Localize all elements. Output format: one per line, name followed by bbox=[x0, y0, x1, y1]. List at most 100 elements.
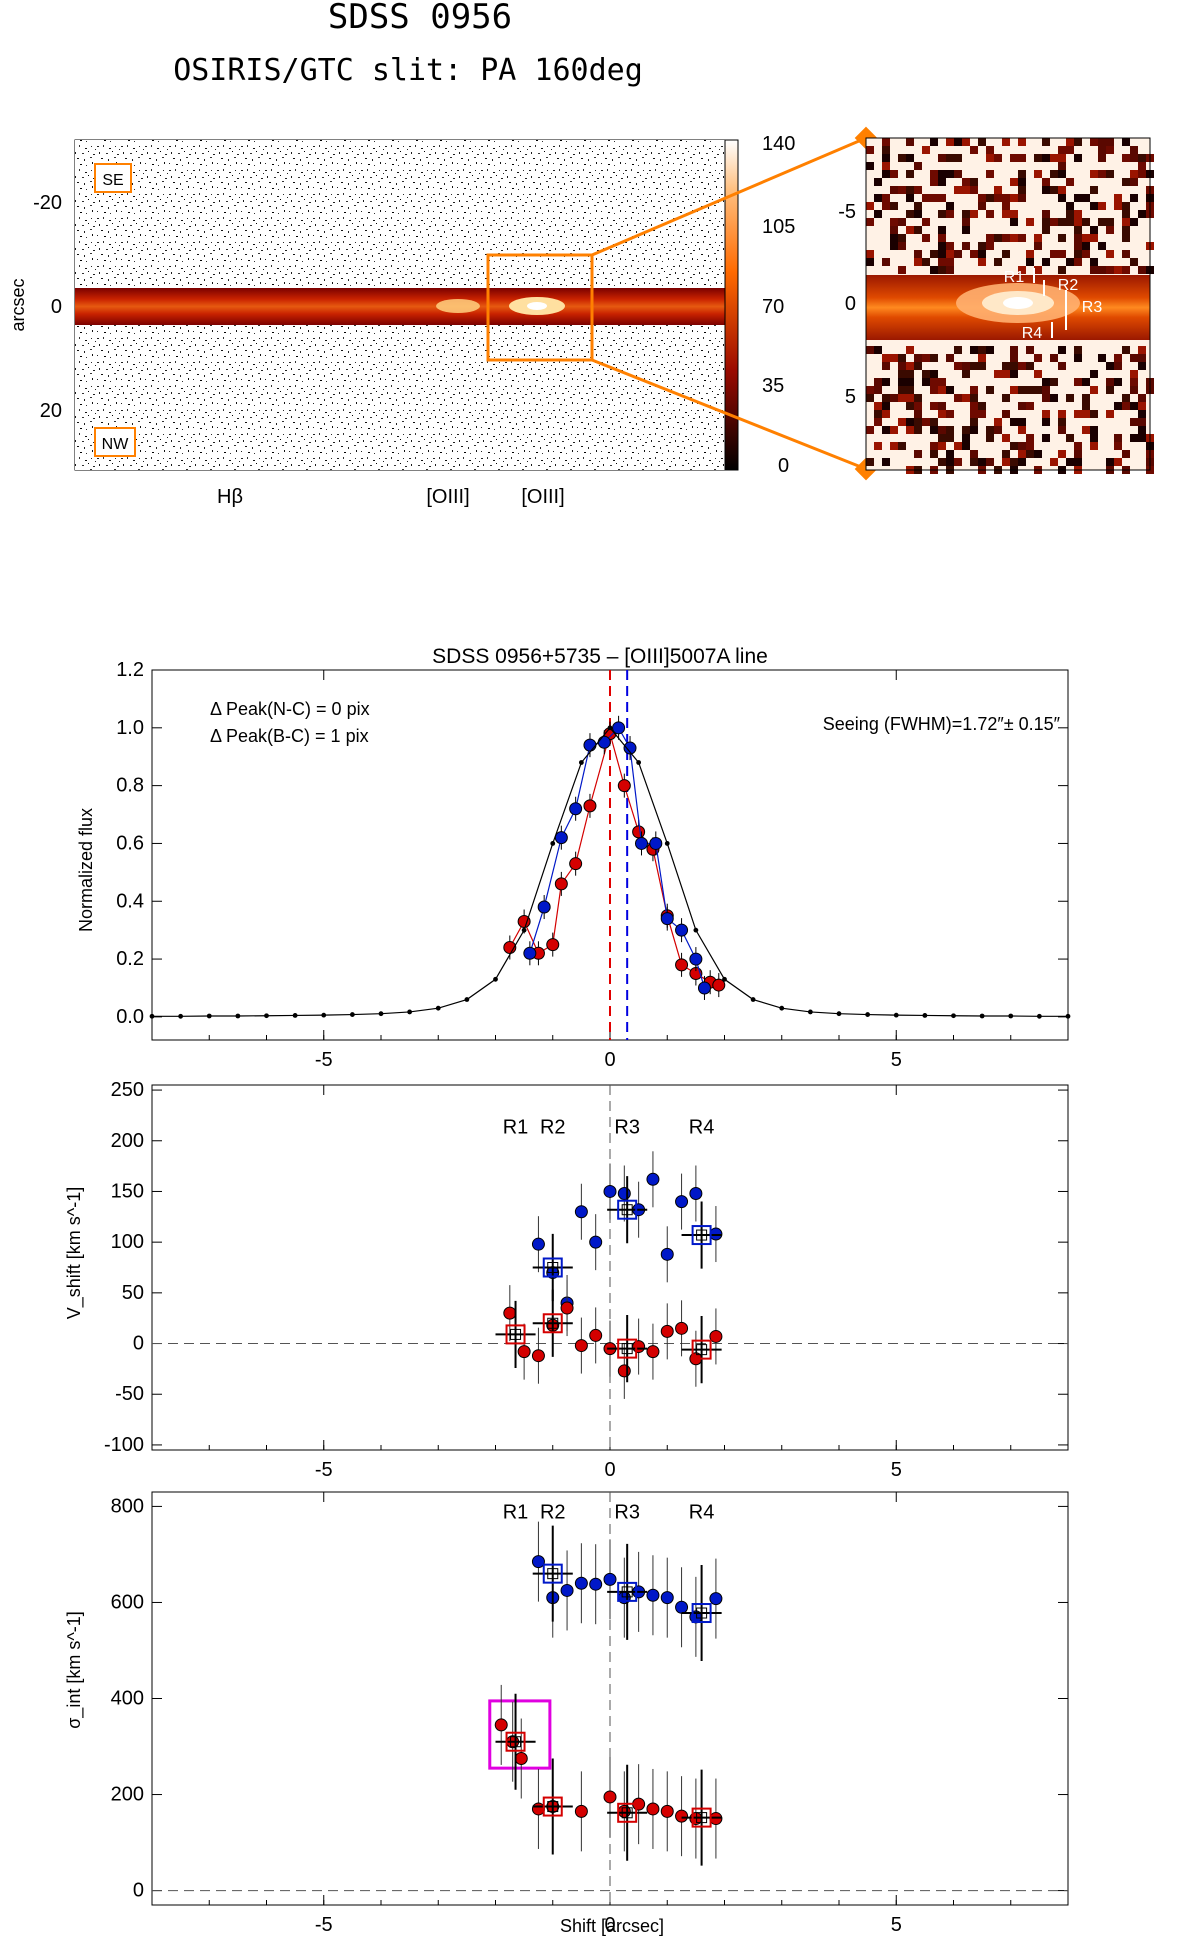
data-point bbox=[575, 1340, 587, 1352]
noise-pixel bbox=[1010, 370, 1018, 378]
noise-pixel bbox=[1010, 346, 1018, 354]
noise-pixel bbox=[930, 386, 938, 394]
noise-pixel bbox=[874, 442, 882, 450]
noise-pixel bbox=[930, 266, 938, 274]
model-point bbox=[779, 1006, 784, 1011]
noise-pixel bbox=[1058, 410, 1066, 418]
y-tick-label: 0.0 bbox=[116, 1006, 144, 1028]
noise-pixel bbox=[1002, 450, 1010, 458]
noise-pixel bbox=[994, 194, 1002, 202]
noise-pixel bbox=[1082, 426, 1090, 434]
noise-pixel bbox=[1130, 218, 1138, 226]
model-point bbox=[150, 1014, 155, 1019]
noise-pixel bbox=[962, 242, 970, 250]
data-point bbox=[661, 1248, 673, 1260]
noise-pixel bbox=[1074, 450, 1082, 458]
flux-ylabel: Normalized flux bbox=[76, 808, 96, 932]
data-point bbox=[590, 1578, 602, 1590]
noise-pixel bbox=[906, 346, 914, 354]
noise-pixel bbox=[946, 434, 954, 442]
noise-pixel bbox=[1050, 218, 1058, 226]
data-point bbox=[647, 1589, 659, 1601]
noise-pixel bbox=[898, 418, 906, 426]
zoom-core bbox=[1003, 297, 1033, 309]
noise-pixel bbox=[938, 178, 946, 186]
se-label: SE bbox=[102, 172, 123, 189]
data-point bbox=[575, 1206, 587, 1218]
colorbar-tick: 70 bbox=[762, 296, 784, 318]
noise-pixel bbox=[866, 258, 874, 266]
noise-pixel bbox=[946, 266, 954, 274]
noise-pixel bbox=[970, 210, 978, 218]
noise-pixel bbox=[914, 354, 922, 362]
oiii-5007-core bbox=[527, 302, 547, 310]
noise-pixel bbox=[906, 154, 914, 162]
noise-pixel bbox=[1106, 218, 1114, 226]
noise-pixel bbox=[1090, 426, 1098, 434]
noise-pixel bbox=[930, 402, 938, 410]
noise-pixel bbox=[978, 362, 986, 370]
noise-pixel bbox=[1010, 154, 1018, 162]
noise-pixel bbox=[954, 138, 962, 146]
noise-pixel bbox=[978, 346, 986, 354]
y-tick-label: 0.2 bbox=[116, 948, 144, 970]
noise-pixel bbox=[874, 178, 882, 186]
sigma-ylabel: σ_int [km s^-1] bbox=[64, 1611, 85, 1729]
noise-pixel bbox=[898, 370, 906, 378]
y-tick-label: 1.0 bbox=[116, 717, 144, 739]
noise-pixel bbox=[906, 394, 914, 402]
model-point bbox=[579, 760, 584, 765]
noise-pixel bbox=[882, 146, 890, 154]
flux-point bbox=[676, 924, 688, 936]
noise-pixel bbox=[970, 458, 978, 466]
model-point bbox=[493, 977, 498, 982]
noise-pixel bbox=[1138, 346, 1146, 354]
noise-pixel bbox=[1002, 362, 1010, 370]
noise-pixel bbox=[978, 242, 986, 250]
x-tick-label: 0 bbox=[604, 1914, 615, 1936]
flux-point bbox=[650, 837, 662, 849]
model-point bbox=[407, 1010, 412, 1015]
model-point bbox=[1008, 1014, 1013, 1019]
noise-pixel bbox=[1002, 370, 1010, 378]
noise-pixel bbox=[1034, 266, 1042, 274]
noise-pixel bbox=[906, 138, 914, 146]
zoom-ytick: 0 bbox=[845, 293, 856, 315]
noise-pixel bbox=[874, 210, 882, 218]
noise-pixel bbox=[1106, 378, 1114, 386]
noise-pixel bbox=[970, 394, 978, 402]
noise-pixel bbox=[1082, 250, 1090, 258]
noise-pixel bbox=[914, 426, 922, 434]
y-tick-label: 1.2 bbox=[116, 659, 144, 681]
noise-pixel bbox=[890, 170, 898, 178]
noise-pixel bbox=[1106, 266, 1114, 274]
flux-point bbox=[555, 832, 567, 844]
noise-pixel bbox=[1114, 434, 1122, 442]
noise-pixel bbox=[938, 258, 946, 266]
zoom-ytick: 5 bbox=[845, 386, 856, 408]
noise-pixel bbox=[994, 258, 1002, 266]
model-point bbox=[608, 725, 613, 730]
noise-pixel bbox=[954, 154, 962, 162]
flux-point bbox=[598, 736, 610, 748]
region-label: R2 bbox=[540, 1117, 566, 1139]
noise-pixel bbox=[1034, 242, 1042, 250]
flux-point bbox=[584, 800, 596, 812]
noise-pixel bbox=[994, 418, 1002, 426]
noise-pixel bbox=[1130, 154, 1138, 162]
noise-pixel bbox=[882, 194, 890, 202]
noise-pixel bbox=[1066, 458, 1074, 466]
noise-pixel bbox=[1002, 138, 1010, 146]
noise-pixel bbox=[986, 170, 994, 178]
noise-pixel bbox=[1114, 354, 1122, 362]
noise-pixel bbox=[1010, 362, 1018, 370]
data-point bbox=[647, 1346, 659, 1358]
noise-pixel bbox=[1042, 434, 1050, 442]
noise-pixel bbox=[898, 354, 906, 362]
noise-pixel bbox=[1042, 138, 1050, 146]
zoom-ytick: -5 bbox=[838, 201, 856, 223]
noise-pixel bbox=[1114, 458, 1122, 466]
oiii-4959-blob bbox=[436, 299, 480, 313]
noise-pixel bbox=[1034, 386, 1042, 394]
noise-pixel bbox=[1138, 362, 1146, 370]
